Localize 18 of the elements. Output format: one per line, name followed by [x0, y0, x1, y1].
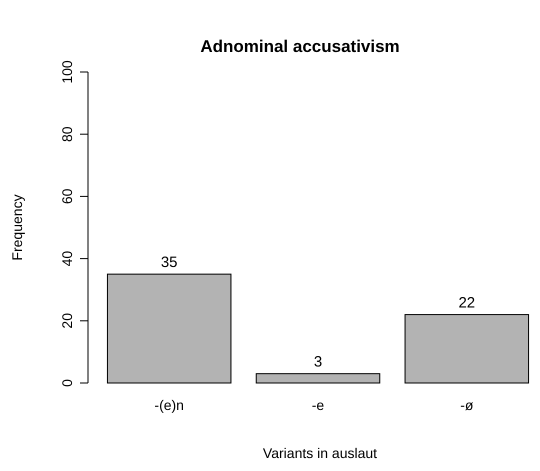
data-label: 3: [314, 354, 322, 371]
x-tick-label: -ø: [460, 397, 474, 413]
bar: [256, 373, 380, 384]
x-axis-title: Variants in auslaut: [262, 445, 378, 461]
bar: [106, 274, 232, 384]
y-tick-label: 60: [59, 188, 75, 204]
chart-title: Adnominal accusativism: [200, 37, 400, 56]
y-tick-label: 80: [59, 126, 75, 142]
bar: [404, 314, 530, 384]
data-label: 35: [160, 254, 178, 272]
y-tick-label: 100: [59, 60, 75, 84]
y-tick-label: 40: [59, 250, 75, 266]
y-axis-title: Frequency: [9, 194, 25, 261]
data-label: 22: [458, 294, 476, 312]
x-tick-label: -e: [312, 397, 324, 413]
y-tick-label: 20: [59, 312, 75, 329]
x-tick-label: -(e)n: [154, 397, 184, 413]
y-tick-label: 0: [59, 378, 75, 387]
